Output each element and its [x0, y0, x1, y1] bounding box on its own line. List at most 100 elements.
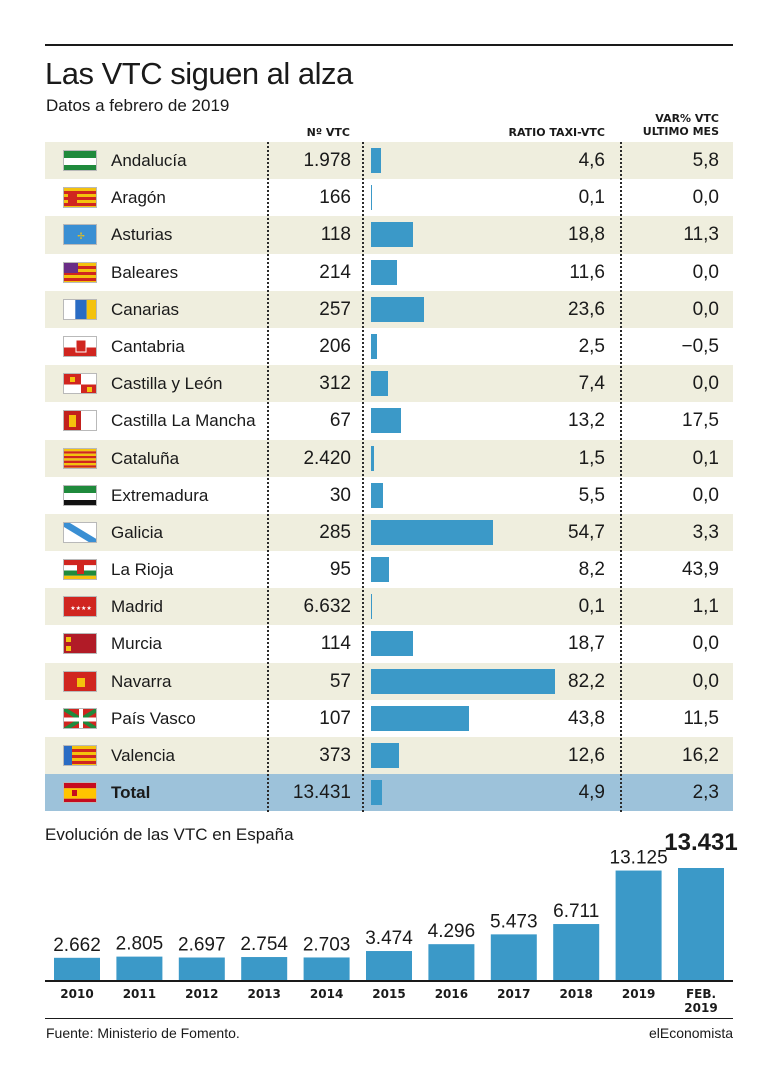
column-divider: [267, 142, 269, 812]
footer-rule: [45, 1018, 733, 1019]
evolution-bar: [303, 957, 350, 980]
evolution-bar: [241, 957, 288, 980]
var-value: 0,0: [692, 484, 719, 506]
table-row: Extremadura 30 5,5 0,0: [45, 477, 733, 514]
table-row: Galicia 285 54,7 3,3: [45, 513, 733, 552]
var-value: 1,1: [692, 596, 719, 618]
x-tick-label: 2012: [185, 987, 218, 1001]
vtc-count: 6.632: [303, 596, 351, 618]
var-value: 0,0: [692, 373, 719, 395]
var-value: 0,0: [692, 298, 719, 320]
murcia-flag-icon: [63, 633, 97, 655]
ratio-value: 54,7: [568, 521, 605, 543]
table-row: La Rioja 95 8,2 43,9: [45, 551, 733, 588]
region-name: Castilla La Mancha: [111, 411, 256, 431]
ratio-bar: [371, 668, 555, 694]
table-row: Canarias 257 23,6 0,0: [45, 290, 733, 328]
evolution-bar: [178, 957, 225, 980]
aragon-flag-icon: [63, 187, 97, 209]
brand-logo: elEconomista: [648, 1025, 733, 1041]
header-vtc: Nº VTC: [306, 126, 350, 139]
ratio-bar: [371, 594, 372, 620]
ratio-value: 0,1: [578, 596, 605, 618]
vtc-count: 114: [320, 633, 351, 655]
x-tick-label: 2013: [247, 987, 280, 1001]
ratio-bar: [371, 519, 494, 545]
x-tick-label: 2019: [684, 1001, 717, 1015]
bar-value-label: 5.473: [490, 911, 538, 932]
x-tick-label: 2014: [310, 987, 343, 1001]
ratio-value: 18,7: [568, 633, 605, 655]
region-name: Navarra: [111, 671, 172, 691]
region-name: Extremadura: [111, 485, 209, 505]
ratio-value: 4,6: [578, 150, 605, 171]
bar-value-label: 4.296: [428, 921, 476, 942]
var-value: 11,3: [683, 224, 719, 246]
baleares-flag-icon: [63, 261, 97, 283]
ratio-value: 82,2: [568, 670, 605, 692]
table-row: Navarra 57 82,2 0,0: [45, 662, 733, 700]
ratio-bar: [371, 185, 372, 211]
evolution-bar: [615, 870, 662, 980]
ratio-value: 7,4: [578, 373, 605, 395]
table-row: Cantabria 206 2,5 −0,5: [45, 328, 733, 365]
var-value: −0,5: [681, 335, 719, 357]
ratio-value: 5,5: [578, 484, 605, 506]
valencia-flag-icon: [63, 745, 97, 766]
region-name: Total: [111, 783, 151, 803]
region-name: Asturias: [111, 225, 173, 245]
vtc-count: 214: [319, 261, 351, 283]
vtc-count: 57: [329, 670, 351, 692]
svg-text:★★★★: ★★★★: [70, 605, 92, 612]
vtc-count: 107: [319, 707, 351, 729]
ratio-value: 23,6: [568, 298, 605, 320]
ratio-bar: [371, 222, 414, 248]
bar-value-label: 2.697: [178, 935, 226, 956]
region-name: Madrid: [111, 597, 163, 617]
var-value: 0,0: [692, 261, 719, 283]
ratio-bar: [371, 259, 397, 285]
region-name: Galicia: [111, 522, 163, 542]
canarias-flag-icon: [63, 298, 97, 320]
ratio-bar: [371, 333, 377, 359]
pais-vasco-flag-icon: [63, 707, 97, 729]
vtc-count: 67: [329, 410, 351, 432]
vtc-count: 13.431: [292, 782, 351, 804]
region-name: Cantabria: [111, 336, 185, 356]
var-value: 17,5: [682, 410, 719, 432]
region-name: La Rioja: [111, 560, 174, 580]
andalucia-flag-icon: [63, 150, 97, 171]
table-row: Cataluña 2.420 1,5 0,1: [45, 439, 733, 477]
ratio-value: 4,9: [578, 782, 605, 804]
bar-value-label: 2.754: [240, 934, 288, 955]
ratio-value: 8,2: [578, 559, 605, 581]
vtc-count: 373: [319, 745, 351, 766]
bar-value-label: 6.711: [553, 901, 599, 922]
asturias-flag-icon: ✢: [63, 224, 97, 246]
evolution-bar: [678, 868, 724, 980]
page-subtitle: Datos a febrero de 2019: [46, 96, 230, 115]
region-name: Castilla y León: [111, 374, 223, 394]
evolution-bar: [428, 944, 475, 980]
bar-value-label: 13.125: [610, 848, 668, 869]
bar-value-label: 2.662: [53, 935, 101, 956]
table-row: Castilla La Mancha 67 13,2 17,5: [45, 402, 733, 439]
table-row: Baleares 214 11,6 0,0: [45, 254, 733, 291]
var-value: 11,5: [683, 707, 719, 729]
region-name: Andalucía: [111, 151, 187, 170]
var-value: 43,9: [682, 559, 719, 581]
ratio-value: 43,8: [568, 707, 605, 729]
ratio-bar: [371, 482, 384, 508]
ratio-value: 18,8: [568, 224, 605, 246]
ratio-value: 11,6: [569, 261, 605, 283]
bar-value-label: 3.474: [365, 928, 413, 949]
table-row: Castilla y León 312 7,4 0,0: [45, 365, 733, 403]
bar-value-label: 2.805: [116, 934, 164, 955]
page-title: Las VTC siguen al alza: [45, 56, 353, 91]
region-name: Murcia: [111, 634, 163, 654]
column-divider: [362, 142, 364, 812]
cantabria-flag-icon: [63, 335, 97, 357]
bar-value-label: 2.703: [303, 934, 351, 955]
ratio-value: 2,5: [578, 335, 605, 357]
